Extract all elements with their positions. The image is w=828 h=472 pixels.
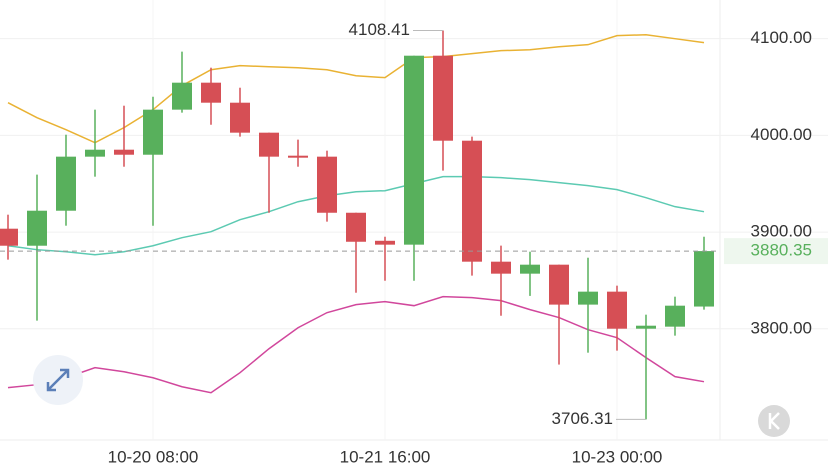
y-tick-label: 3900.00 — [751, 222, 812, 241]
min-label: 3706.31 — [552, 409, 613, 428]
candles — [0, 30, 714, 420]
k-button-bg[interactable] — [758, 405, 790, 437]
band-line — [7, 295, 705, 394]
x-tick-label: 10-20 08:00 — [108, 447, 199, 466]
candle-body — [578, 291, 598, 305]
y-tick-label: 3800.00 — [751, 318, 812, 337]
band-line — [7, 33, 705, 144]
candle-body — [346, 212, 366, 242]
expand-button[interactable] — [33, 355, 83, 405]
max-label: 4108.41 — [349, 20, 410, 39]
candle-body — [230, 102, 250, 133]
candle-body — [201, 82, 221, 103]
candle-body — [143, 109, 163, 155]
candle-body — [549, 264, 569, 305]
x-tick-label: 10-21 16:00 — [340, 447, 431, 466]
candle-body — [375, 240, 395, 245]
candle-body — [491, 261, 511, 274]
x-tick-label: 10-23 00:00 — [572, 447, 663, 466]
last-price-bg — [724, 238, 828, 265]
k-button[interactable] — [758, 405, 790, 437]
candle-body — [172, 82, 192, 110]
y-tick-label: 4000.00 — [751, 125, 812, 144]
labels: 3800.00 3900.00 4000.00 4100.00 10-20 08:00 1… — [0, 20, 828, 466]
band-line — [7, 175, 705, 256]
candle-body — [462, 140, 482, 262]
candle-body — [0, 228, 18, 246]
candle-body — [27, 210, 47, 246]
candle-body — [317, 156, 337, 213]
candle-body — [665, 305, 685, 327]
candle-body — [85, 149, 105, 157]
candle-body — [404, 55, 424, 245]
candle-body — [520, 264, 540, 274]
candle-body — [636, 325, 656, 329]
candle-body — [607, 291, 627, 329]
candle-body — [56, 156, 76, 211]
candle-body — [694, 251, 714, 307]
candle-body — [433, 55, 453, 141]
candle-body — [259, 132, 279, 157]
last-price-label: 3880.35 — [751, 241, 812, 260]
candle-body — [288, 155, 308, 158]
k-icon — [768, 412, 780, 430]
candle-body — [114, 149, 134, 155]
expand-icon — [46, 368, 70, 392]
y-tick-label: 4100.00 — [751, 28, 812, 47]
